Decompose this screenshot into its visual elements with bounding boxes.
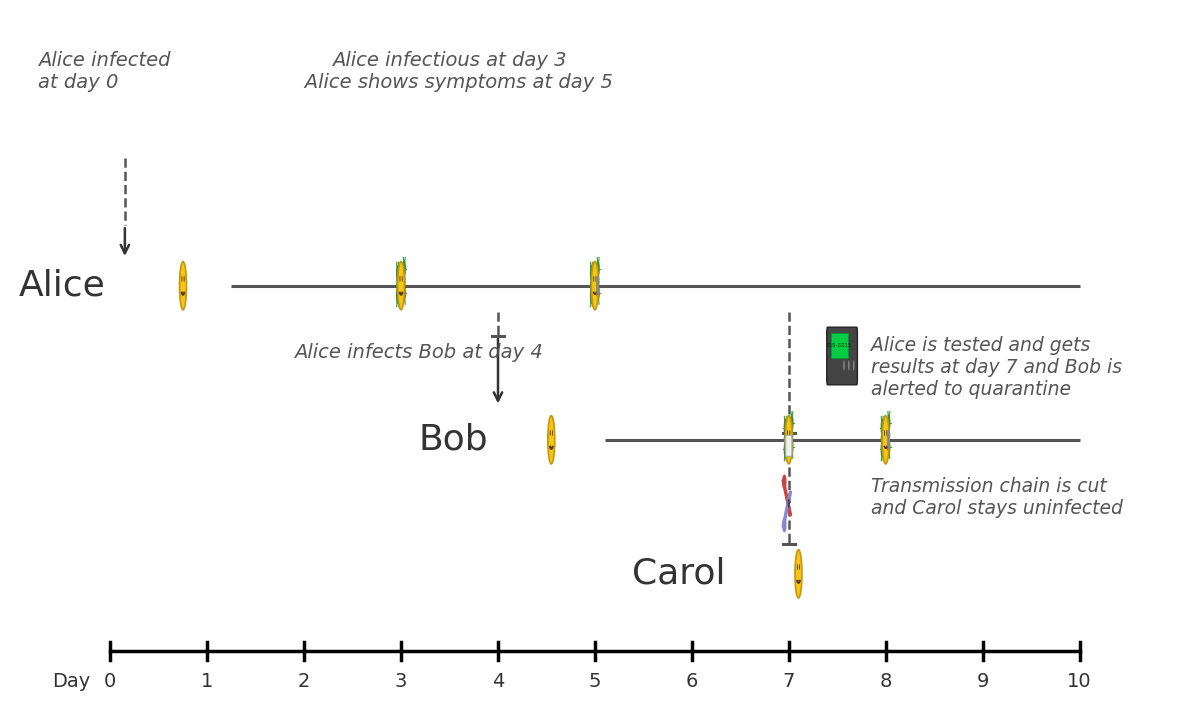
Text: Transmission chain is cut
and Carol stays uninfected: Transmission chain is cut and Carol stay…	[871, 476, 1123, 518]
Circle shape	[888, 414, 890, 431]
Circle shape	[888, 439, 890, 456]
Circle shape	[784, 441, 786, 458]
Text: Day: Day	[52, 672, 90, 691]
Circle shape	[590, 287, 593, 304]
Text: 8: 8	[880, 672, 892, 691]
Circle shape	[791, 439, 793, 456]
Text: Alice is tested and gets
results at day 7 and Bob is
alerted to quarantine: Alice is tested and gets results at day …	[871, 336, 1122, 399]
Text: Alice infectious at day 3
   Alice shows symptoms at day 5: Alice infectious at day 3 Alice shows sy…	[286, 51, 613, 92]
Circle shape	[397, 261, 404, 310]
Circle shape	[844, 360, 845, 371]
Text: Carol: Carol	[632, 557, 726, 591]
Circle shape	[785, 416, 792, 464]
Text: 3: 3	[395, 672, 407, 691]
Circle shape	[403, 284, 406, 301]
Circle shape	[590, 265, 593, 282]
Text: 9: 9	[977, 672, 989, 691]
Circle shape	[396, 265, 398, 282]
Circle shape	[596, 284, 599, 301]
Text: 10: 10	[1067, 672, 1092, 691]
Text: 555-3215: 555-3215	[826, 343, 852, 348]
Text: 2: 2	[298, 672, 311, 691]
FancyBboxPatch shape	[832, 333, 847, 358]
FancyBboxPatch shape	[827, 328, 857, 384]
Circle shape	[596, 261, 599, 277]
Circle shape	[882, 416, 889, 464]
Circle shape	[853, 360, 854, 371]
Circle shape	[794, 550, 802, 598]
Circle shape	[180, 261, 186, 310]
Text: 5: 5	[589, 672, 601, 691]
Text: 1: 1	[202, 672, 214, 691]
Circle shape	[848, 360, 850, 371]
Circle shape	[784, 419, 786, 436]
Circle shape	[881, 419, 883, 436]
Circle shape	[791, 414, 793, 431]
Text: 7: 7	[782, 672, 794, 691]
Text: Alice: Alice	[19, 268, 106, 303]
Text: 4: 4	[492, 672, 504, 691]
Circle shape	[403, 261, 406, 277]
Circle shape	[881, 441, 883, 458]
Circle shape	[592, 261, 599, 310]
FancyBboxPatch shape	[786, 435, 792, 456]
Circle shape	[548, 416, 554, 464]
Circle shape	[396, 287, 398, 304]
Text: 0: 0	[104, 672, 116, 691]
Text: 6: 6	[685, 672, 698, 691]
Text: Bob: Bob	[419, 423, 488, 457]
Text: Alice infects Bob at day 4: Alice infects Bob at day 4	[294, 342, 544, 362]
Text: Alice infected
at day 0: Alice infected at day 0	[37, 51, 170, 92]
